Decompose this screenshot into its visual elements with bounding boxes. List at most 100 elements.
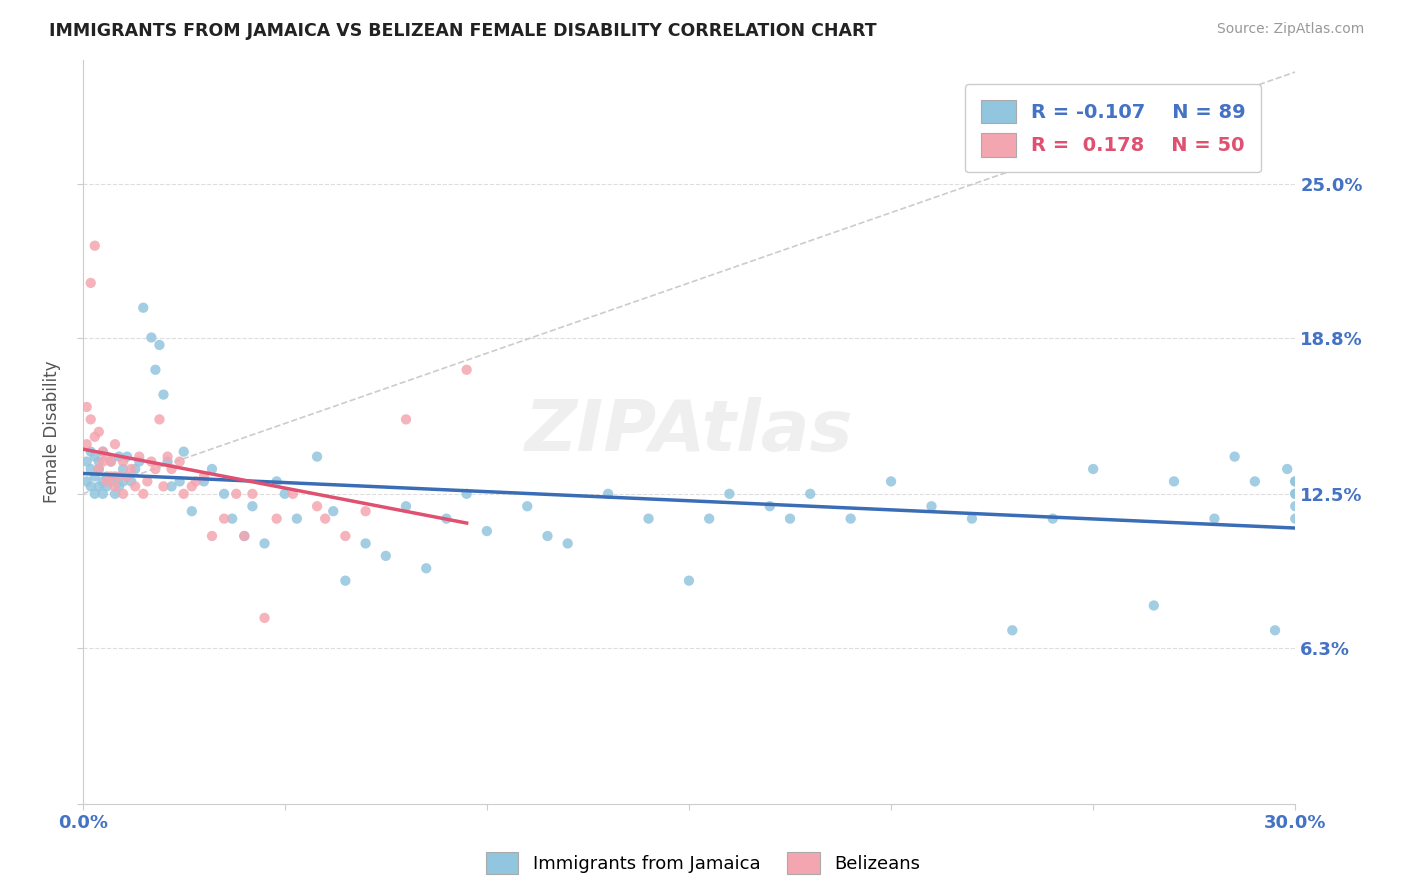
Point	[120, 462, 142, 476]
Point	[180, 504, 202, 518]
Point	[169, 475, 191, 489]
Point	[120, 475, 142, 489]
Point	[436, 511, 458, 525]
Point	[395, 412, 418, 426]
Point	[1284, 500, 1306, 514]
Point	[87, 462, 110, 476]
Point	[697, 511, 720, 525]
Point	[960, 511, 983, 525]
Point	[132, 301, 155, 315]
Point	[1284, 487, 1306, 501]
Point	[83, 430, 105, 444]
Point	[557, 536, 579, 550]
Point	[354, 504, 377, 518]
Point	[156, 454, 179, 468]
Point	[184, 475, 207, 489]
Point	[108, 469, 131, 483]
Point	[80, 444, 103, 458]
Point	[96, 450, 118, 464]
Point	[233, 529, 256, 543]
Point	[1243, 475, 1265, 489]
Point	[112, 487, 135, 501]
Point	[91, 487, 114, 501]
Point	[108, 479, 131, 493]
Point	[253, 536, 276, 550]
Point	[193, 475, 215, 489]
Point	[145, 462, 167, 476]
Point	[148, 412, 170, 426]
Point	[1264, 624, 1286, 638]
Point	[456, 363, 478, 377]
Point	[395, 500, 418, 514]
Point	[880, 475, 903, 489]
Point	[104, 487, 127, 501]
Point	[233, 529, 256, 543]
Point	[115, 450, 138, 464]
Point	[536, 529, 558, 543]
Point	[87, 425, 110, 439]
Point	[124, 462, 146, 476]
Point	[266, 511, 288, 525]
Point	[100, 454, 122, 468]
Text: IMMIGRANTS FROM JAMAICA VS BELIZEAN FEMALE DISABILITY CORRELATION CHART: IMMIGRANTS FROM JAMAICA VS BELIZEAN FEMA…	[49, 22, 877, 40]
Point	[212, 511, 235, 525]
Point	[253, 611, 276, 625]
Point	[128, 454, 150, 468]
Point	[83, 238, 105, 252]
Point	[108, 450, 131, 464]
Point	[91, 475, 114, 489]
Point	[180, 479, 202, 493]
Point	[112, 462, 135, 476]
Point	[112, 454, 135, 468]
Point	[83, 469, 105, 483]
Point	[193, 469, 215, 483]
Point	[91, 444, 114, 458]
Point	[1284, 487, 1306, 501]
Point	[160, 462, 183, 476]
Point	[160, 479, 183, 493]
Point	[100, 454, 122, 468]
Point	[145, 363, 167, 377]
Point	[307, 500, 329, 514]
Point	[307, 450, 329, 464]
Point	[83, 487, 105, 501]
Point	[76, 454, 98, 468]
Point	[285, 511, 308, 525]
Point	[839, 511, 862, 525]
Point	[104, 469, 127, 483]
Point	[96, 475, 118, 489]
Point	[598, 487, 620, 501]
Point	[201, 529, 224, 543]
Point	[100, 475, 122, 489]
Point	[124, 479, 146, 493]
Point	[87, 454, 110, 468]
Point	[128, 450, 150, 464]
Point	[221, 511, 243, 525]
Point	[76, 400, 98, 414]
Point	[104, 437, 127, 451]
Point	[678, 574, 700, 588]
Point	[335, 529, 357, 543]
Point	[1143, 599, 1166, 613]
Point	[274, 487, 297, 501]
Point	[156, 450, 179, 464]
Point	[83, 450, 105, 464]
Point	[281, 487, 304, 501]
Point	[136, 475, 159, 489]
Point	[374, 549, 396, 563]
Point	[456, 487, 478, 501]
Point	[152, 387, 174, 401]
Point	[80, 462, 103, 476]
Point	[314, 511, 336, 525]
Point	[759, 500, 782, 514]
Point	[96, 479, 118, 493]
Point	[718, 487, 741, 501]
Point	[141, 454, 163, 468]
Point	[1204, 511, 1226, 525]
Point	[266, 475, 288, 489]
Point	[80, 276, 103, 290]
Point	[1284, 475, 1306, 489]
Point	[475, 524, 498, 538]
Legend: R = -0.107    N = 89, R =  0.178    N = 50: R = -0.107 N = 89, R = 0.178 N = 50	[965, 84, 1261, 172]
Point	[242, 500, 264, 514]
